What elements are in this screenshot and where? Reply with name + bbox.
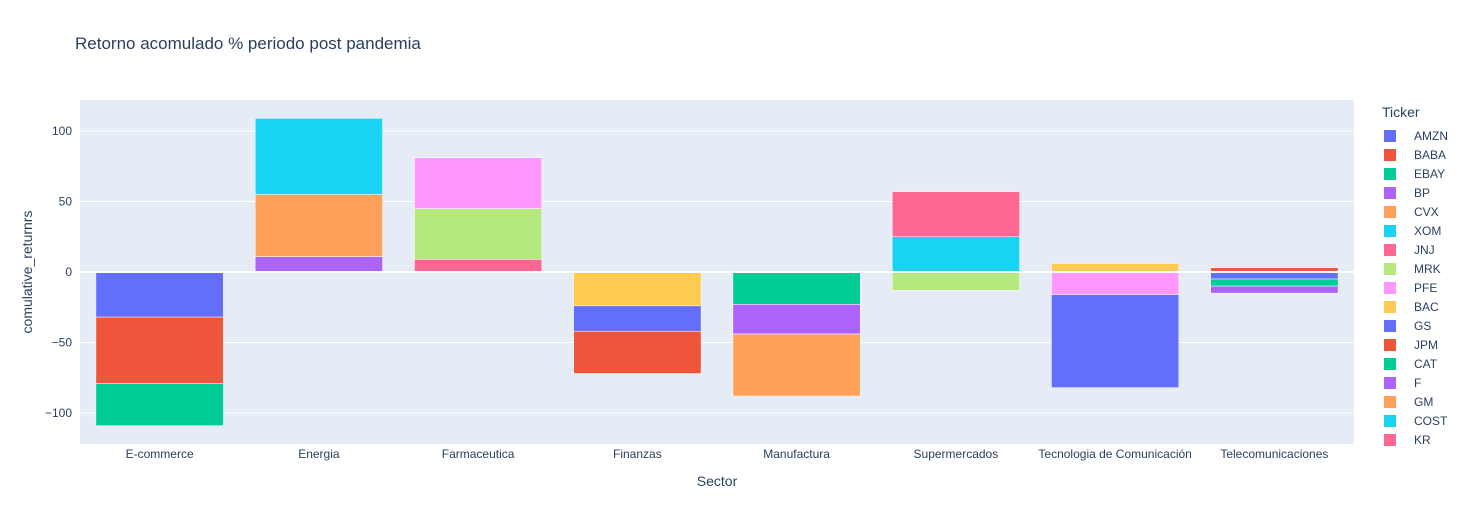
legend-swatch — [1384, 300, 1396, 313]
legend-swatch — [1384, 319, 1396, 332]
bar-cost[interactable] — [891, 236, 1020, 273]
legend-label: GS — [1414, 318, 1432, 333]
y-tick-label: 50 — [59, 195, 73, 209]
y-axis-title: comulative_returnrs — [19, 211, 35, 334]
legend-label: JNJ — [1414, 242, 1435, 257]
legend-swatch — [1384, 224, 1396, 237]
legend-label: BABA — [1414, 147, 1447, 162]
legend-label: F — [1414, 375, 1422, 390]
legend-label: CVX — [1414, 204, 1439, 219]
y-tick-label: 100 — [52, 124, 72, 138]
legend-swatch — [1384, 357, 1396, 370]
bar-cat[interactable] — [1210, 278, 1339, 287]
bar-gs[interactable] — [573, 305, 702, 332]
bar-f[interactable] — [1210, 285, 1339, 294]
bar-bac[interactable] — [573, 271, 702, 307]
x-axis-title: Sector — [697, 473, 738, 489]
legend-title: Ticker — [1382, 104, 1420, 120]
x-tick-label: Tecnologia de Comunicación — [1038, 447, 1191, 461]
x-tick-label: Finanzas — [613, 447, 662, 461]
legend-item-mrk[interactable]: MRK — [1382, 259, 1448, 278]
x-tick-label: Telecomunicaciones — [1220, 447, 1328, 461]
bar-xom[interactable] — [254, 118, 383, 195]
bar-bac[interactable] — [1051, 263, 1180, 273]
legend-swatch — [1384, 243, 1396, 256]
legend-item-baba[interactable]: BABA — [1382, 145, 1448, 164]
bar-gs[interactable] — [1210, 271, 1339, 280]
legend-label: AMZN — [1414, 128, 1448, 143]
legend-label: COST — [1414, 413, 1448, 428]
x-tick-label: Farmaceutica — [442, 447, 515, 461]
bar-baba[interactable] — [95, 316, 224, 384]
bar-ebay[interactable] — [95, 383, 224, 426]
y-axis-ticks: −100 −50 0 50 100 — [45, 124, 72, 420]
legend-swatch — [1384, 414, 1396, 427]
legend-label: GM — [1414, 394, 1434, 409]
y-tick-label: −100 — [45, 406, 72, 420]
bar-pfe[interactable] — [414, 157, 543, 209]
legend-label: EBAY — [1414, 166, 1446, 181]
legend-label: MRK — [1414, 261, 1441, 276]
legend-label: BAC — [1414, 299, 1439, 314]
bar-mrk[interactable] — [414, 208, 543, 260]
legend: Ticker AMZN BABA EBAY BP CVX XOM JNJ MRK PFE BAC G… — [1382, 104, 1448, 449]
bar-cvx[interactable] — [254, 194, 383, 257]
legend-label: KR — [1414, 432, 1431, 447]
legend-items: AMZN BABA EBAY BP CVX XOM JNJ MRK PFE BAC GS JPM CAT… — [1382, 126, 1448, 449]
x-tick-label: Energia — [298, 447, 340, 461]
x-tick-label: E-commerce — [126, 447, 194, 461]
legend-swatch — [1384, 262, 1396, 275]
legend-item-amzn[interactable]: AMZN — [1382, 126, 1448, 145]
y-tick-label: 0 — [65, 265, 72, 279]
legend-item-pfe[interactable]: PFE — [1382, 278, 1448, 297]
legend-swatch — [1384, 433, 1396, 446]
legend-swatch — [1384, 167, 1396, 180]
bar-f[interactable] — [732, 304, 861, 335]
chart-title: Retorno acomulado % periodo post pandemi… — [75, 34, 421, 53]
legend-swatch — [1384, 395, 1396, 408]
legend-item-kr[interactable]: KR — [1382, 430, 1448, 449]
legend-label: JPM — [1414, 337, 1438, 352]
legend-swatch — [1384, 186, 1396, 199]
legend-item-xom[interactable]: XOM — [1382, 221, 1448, 240]
legend-label: PFE — [1414, 280, 1438, 295]
legend-swatch — [1384, 376, 1396, 389]
legend-item-gs[interactable]: GS — [1382, 316, 1448, 335]
legend-label: BP — [1414, 185, 1431, 200]
legend-item-jpm[interactable]: JPM — [1382, 335, 1448, 354]
bar-cat[interactable] — [732, 271, 861, 305]
legend-item-cost[interactable]: COST — [1382, 411, 1448, 430]
legend-item-jnj[interactable]: JNJ — [1382, 240, 1448, 259]
legend-item-bp[interactable]: BP — [1382, 183, 1448, 202]
legend-item-cvx[interactable]: CVX — [1382, 202, 1448, 221]
x-tick-label: Supermercados — [914, 447, 999, 461]
legend-swatch — [1384, 129, 1396, 142]
legend-item-gm[interactable]: GM — [1382, 392, 1448, 411]
legend-item-cat[interactable]: CAT — [1382, 354, 1448, 373]
legend-item-ebay[interactable]: EBAY — [1382, 164, 1448, 183]
bar-jnj[interactable] — [414, 259, 543, 273]
legend-label: CAT — [1414, 356, 1438, 371]
x-tick-label: Manufactura — [763, 447, 830, 461]
bar-mrk[interactable] — [891, 271, 1020, 291]
legend-swatch — [1384, 205, 1396, 218]
legend-item-bac[interactable]: BAC — [1382, 297, 1448, 316]
bar-bp[interactable] — [254, 256, 383, 273]
legend-swatch — [1384, 148, 1396, 161]
legend-swatch — [1384, 281, 1396, 294]
legend-label: XOM — [1414, 223, 1442, 238]
x-axis-ticks: E-commerce Energia Farmaceutica Finanzas Man… — [126, 447, 1329, 461]
legend-swatch — [1384, 338, 1396, 351]
legend-item-f[interactable]: F — [1382, 373, 1448, 392]
bar-gs[interactable] — [1051, 294, 1180, 388]
bar-amzn[interactable] — [95, 271, 224, 318]
bar-jpm[interactable] — [573, 330, 702, 374]
y-tick-label: −50 — [52, 335, 73, 349]
bar-kr[interactable] — [891, 191, 1020, 238]
bar-gm[interactable] — [732, 333, 861, 397]
bars — [95, 118, 1339, 426]
bar-pfe[interactable] — [1051, 271, 1180, 295]
